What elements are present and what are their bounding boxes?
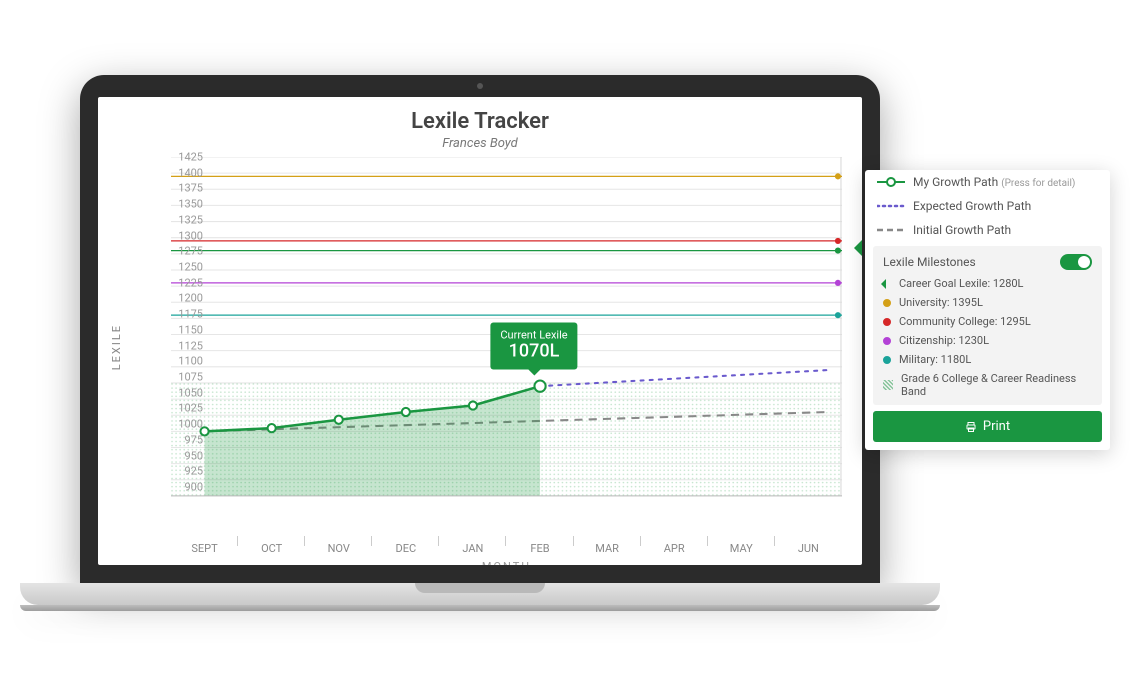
x-tick-label: JUN [775,542,842,555]
x-tick-label: DEC [372,542,439,555]
y-tick-label: 1400 [163,166,203,179]
tooltip-value: 1070L [500,342,567,362]
legend-expected-growth-label: Expected Growth Path [913,199,1098,213]
milestone-university[interactable]: University: 1395L [873,293,1102,312]
x-tick-label: MAY [708,542,775,555]
y-tick-label: 1350 [163,198,203,211]
y-tick-label: 1275 [163,245,203,258]
legend-milestones-header: Lexile Milestones [883,255,976,269]
legend-initial-growth-label: Initial Growth Path [913,223,1098,237]
legend-panel: My Growth Path (Press for detail) Expect… [865,170,1110,450]
y-tick-label: 1325 [163,213,203,226]
print-button[interactable]: Print [873,411,1102,442]
y-tick-label: 1175 [163,308,203,321]
legend-expected-growth-swatch-icon [877,200,905,212]
y-tick-label: 1300 [163,229,203,242]
readiness-band-swatch-icon [883,380,893,390]
y-tick-label: 900 [163,481,203,494]
laptop-foot [20,605,940,611]
legend-my-growth[interactable]: My Growth Path (Press for detail) [865,170,1110,194]
y-tick-label: 1100 [163,355,203,368]
x-tick-label: SEPT [171,542,238,555]
y-tick-label: 1225 [163,276,203,289]
laptop-screen: Lexile Tracker Frances Boyd LEXILE 14251… [98,97,862,565]
milestone-arrow-icon [881,279,886,289]
y-tick-label: 1050 [163,386,203,399]
legend-initial-growth[interactable]: Initial Growth Path [865,218,1110,242]
y-tick-label: 1000 [163,418,203,431]
y-tick-label: 1025 [163,402,203,415]
legend-initial-growth-swatch-icon [877,224,905,236]
laptop-trackpad-notch [415,583,545,593]
legend-my-growth-swatch-icon [877,176,905,188]
y-tick-label: 1425 [163,151,203,164]
legend-my-growth-hint: (Press for detail) [1001,178,1075,189]
y-tick-label: 1375 [163,182,203,195]
y-tick-label: 1150 [163,323,203,336]
chart-title: Lexile Tracker [106,109,854,134]
chart-plot[interactable]: 1425140013751350132513001275125012251200… [171,157,842,537]
print-button-label: Print [983,419,1010,434]
x-tick-label: JAN [439,542,506,555]
laptop-bezel: Lexile Tracker Frances Boyd LEXILE 14251… [80,75,880,583]
milestone-dot-icon [883,337,891,345]
x-tick-label: MAR [574,542,641,555]
y-tick-label: 975 [163,433,203,446]
y-tick-group: 1425140013751350132513001275125012251200… [165,157,209,537]
milestone-community_college[interactable]: Community College: 1295L [873,312,1102,331]
milestone-dot-icon [883,299,891,307]
career-goal-arrow-icon [854,240,862,256]
x-tick-group: SEPTOCTNOVDECJANFEBMARAPRMAYJUN [171,542,842,555]
chart-area: LEXILE 142514001375135013251300127512501… [106,157,854,537]
x-tick-label: OCT [238,542,305,555]
milestone-career_goal-label: Career Goal Lexile: 1280L [899,277,1024,290]
x-axis-label: MONTH [171,560,842,565]
print-icon [965,421,977,433]
chart-subtitle: Frances Boyd [106,136,854,151]
milestone-citizenship-label: Citizenship: 1230L [899,334,989,347]
laptop-camera-icon [477,83,483,89]
y-tick-label: 950 [163,449,203,462]
legend-readiness-band[interactable]: Grade 6 College & Career Readiness Band [873,369,1102,401]
milestone-dot-icon [883,356,891,364]
current-lexile-tooltip: Current Lexile1070L [490,323,577,370]
y-tick-label: 1200 [163,292,203,305]
milestone-career_goal[interactable]: Career Goal Lexile: 1280L [873,274,1102,293]
y-tick-label: 1075 [163,371,203,384]
legend-my-growth-label: My Growth Path (Press for detail) [913,175,1098,189]
milestone-military-label: Military: 1180L [899,353,971,366]
milestone-military[interactable]: Military: 1180L [873,350,1102,369]
y-tick-label: 1250 [163,261,203,274]
milestone-community_college-label: Community College: 1295L [899,315,1031,328]
milestone-citizenship[interactable]: Citizenship: 1230L [873,331,1102,350]
y-tick-label: 925 [163,465,203,478]
legend-expected-growth[interactable]: Expected Growth Path [865,194,1110,218]
legend-readiness-band-label: Grade 6 College & Career Readiness Band [901,372,1092,398]
y-tick-label: 1125 [163,339,203,352]
legend-milestones-section: Lexile Milestones Career Goal Lexile: 12… [873,246,1102,405]
x-tick-label: NOV [305,542,372,555]
y-axis-label: LEXILE [106,324,127,370]
milestones-toggle[interactable] [1060,254,1092,270]
milestone-dot-icon [883,318,891,326]
x-tick-label: FEB [506,542,573,555]
laptop-base [20,583,940,605]
x-tick-label: APR [641,542,708,555]
milestone-university-label: University: 1395L [899,296,983,309]
laptop-mockup: Lexile Tracker Frances Boyd LEXILE 14251… [80,75,880,611]
